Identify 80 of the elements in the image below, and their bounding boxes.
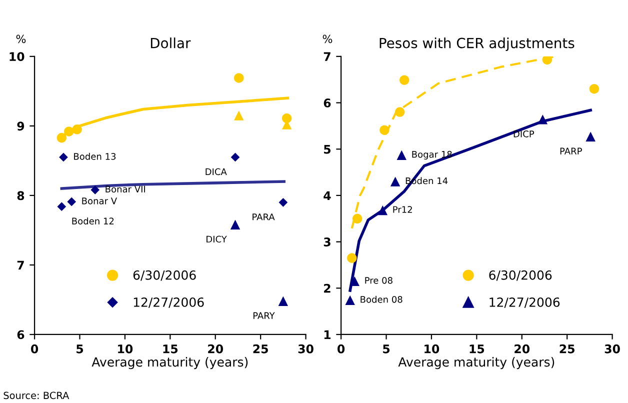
- point: [230, 220, 240, 230]
- x-tick-label: 10: [118, 344, 133, 354]
- point: [57, 202, 66, 211]
- point: [380, 125, 390, 135]
- y-tick-label: 2: [324, 284, 330, 293]
- annotation: Bonar V: [82, 198, 117, 204]
- legend-label: 12/27/2006: [134, 297, 204, 308]
- point: [345, 295, 355, 306]
- point: [72, 124, 82, 134]
- annotation: PARY: [253, 312, 275, 319]
- annotation: DICA: [206, 168, 227, 176]
- point: [56, 132, 67, 143]
- annotation: PARA: [252, 214, 275, 220]
- chart-title: Pesos with CER adjustments: [380, 38, 574, 51]
- x-tick-label: 5: [76, 344, 84, 354]
- x-axis-title: Average maturity (years): [92, 357, 248, 370]
- annotation: Boden 12: [72, 217, 114, 224]
- y-tick-label: 5: [324, 144, 331, 154]
- point: [64, 126, 74, 136]
- x-tick-label: 30: [604, 344, 620, 354]
- point: [278, 198, 288, 207]
- line-series: [350, 56, 556, 230]
- point: [278, 296, 288, 306]
- annotation: Bonar VII: [106, 186, 146, 193]
- point: [390, 176, 400, 186]
- annotation: DICP: [514, 130, 534, 138]
- y-tick-label: 6: [17, 330, 24, 340]
- point: [586, 132, 596, 142]
- point: [589, 84, 600, 94]
- point: [399, 75, 410, 85]
- x-tick-label: 25: [253, 344, 268, 354]
- point: [282, 113, 292, 124]
- annotation: Boden 08: [360, 296, 402, 303]
- x-tick-label: 15: [163, 344, 178, 354]
- point: [234, 110, 244, 120]
- annotation: Bogar 18: [412, 150, 452, 160]
- x-tick-label: 0: [338, 344, 345, 354]
- legend-label: 6/30/2006: [489, 270, 552, 281]
- point: [538, 114, 548, 124]
- x-tick-label: 25: [560, 344, 574, 354]
- x-tick-label: 20: [514, 344, 530, 354]
- annotation: PARP: [560, 148, 582, 154]
- x-tick-label: 10: [424, 344, 440, 354]
- point: [394, 107, 405, 117]
- x-tick-label: 0: [30, 344, 38, 354]
- y-tick-label: 7: [17, 260, 24, 270]
- annotation: Pre 08: [365, 276, 392, 284]
- point: [352, 214, 362, 224]
- chart-title: Dollar: [150, 38, 191, 48]
- point: [378, 205, 388, 216]
- point: [90, 185, 100, 194]
- point: [234, 73, 244, 83]
- y-tick-label: 10: [10, 52, 24, 62]
- x-tick-label: 5: [383, 344, 390, 354]
- x-axis-title: Average maturity (years): [398, 357, 554, 370]
- y-tick-label: 9: [17, 122, 24, 131]
- x-tick-label: 20: [208, 344, 224, 354]
- legend-label: 12/27/2006: [490, 297, 560, 308]
- y-tick-label: 6: [324, 98, 331, 108]
- source-note: Source: BCRA: [4, 392, 70, 400]
- point: [347, 253, 357, 263]
- y-axis-title: %: [16, 34, 26, 44]
- annotation: Boden 13: [74, 152, 116, 160]
- point: [59, 152, 68, 162]
- point: [396, 150, 406, 160]
- point: [67, 197, 76, 206]
- y-tick-label: 7: [324, 52, 330, 61]
- annotation: DICY: [206, 236, 227, 243]
- x-tick-label: 15: [470, 344, 484, 354]
- point: [542, 56, 552, 65]
- y-tick-label: 4: [324, 191, 331, 200]
- point: [230, 152, 240, 162]
- y-tick-label: 3: [324, 238, 330, 246]
- annotation: Pr12: [393, 206, 412, 213]
- legend-label: 6/30/2006: [133, 270, 196, 281]
- line-series: [348, 108, 592, 292]
- y-axis-title: %: [322, 34, 332, 44]
- y-tick-label: 8: [17, 191, 24, 200]
- x-tick-label: 30: [298, 344, 314, 354]
- y-tick-label: 1: [324, 330, 331, 339]
